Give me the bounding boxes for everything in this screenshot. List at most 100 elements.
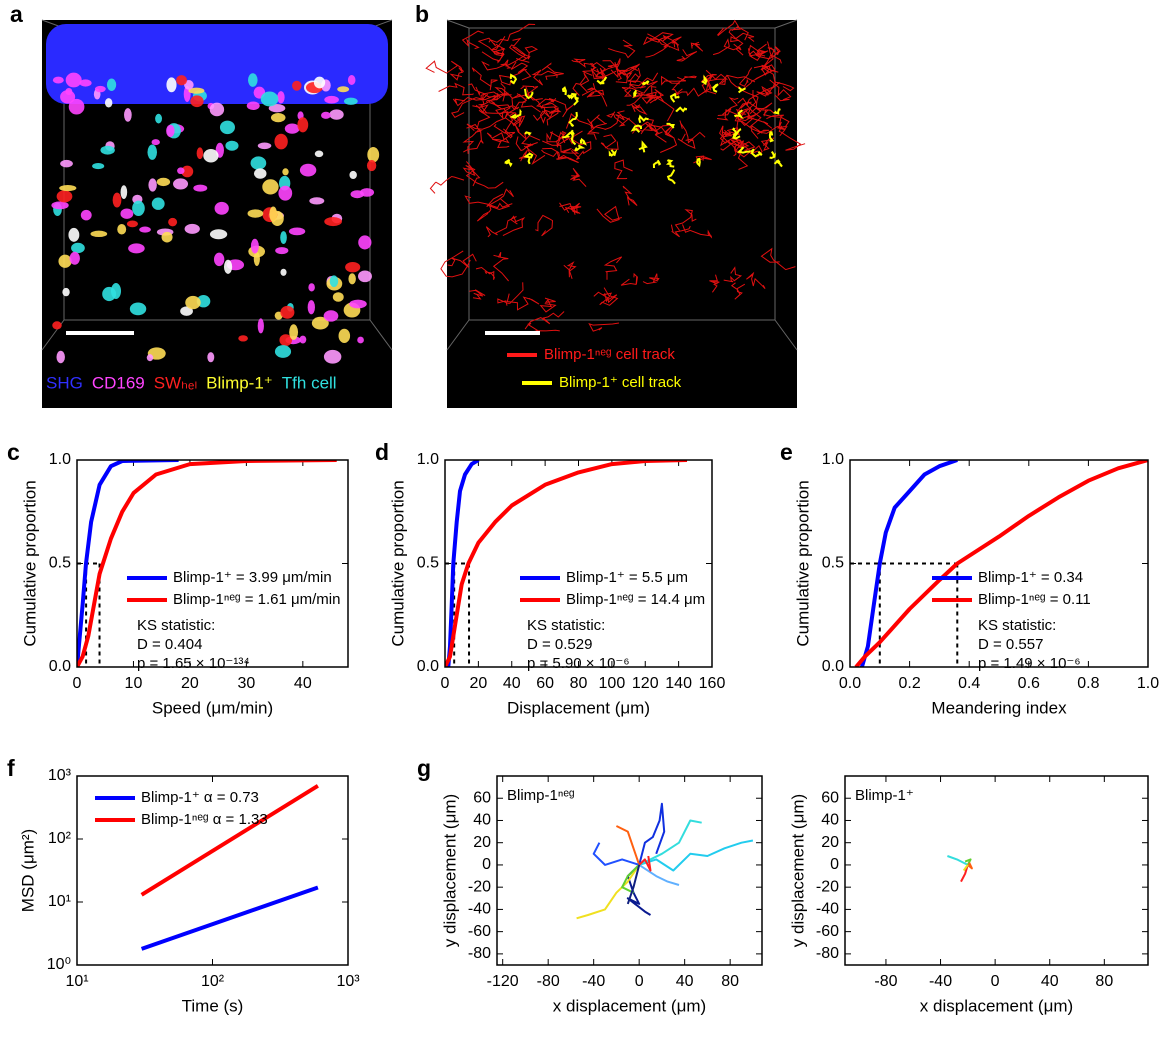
- cell: [253, 168, 267, 179]
- legend-text: SHG: [46, 373, 83, 392]
- x-tick-label: 10³: [336, 973, 360, 990]
- track: [756, 85, 773, 97]
- x-tick-label: -120: [487, 973, 519, 990]
- track: [515, 135, 541, 152]
- cell: [274, 345, 292, 358]
- panel-label: e: [780, 439, 793, 465]
- cell: [181, 165, 194, 178]
- track: [486, 188, 514, 208]
- track: [760, 247, 796, 271]
- track: [472, 104, 491, 128]
- cell: [288, 227, 306, 236]
- cell: [120, 185, 128, 199]
- cell: [350, 190, 364, 199]
- track: [723, 266, 743, 283]
- cell: [60, 159, 73, 168]
- cell: [238, 335, 248, 342]
- inset-label: Blimp-1ⁿᵉᵍ: [507, 787, 575, 804]
- track: [645, 40, 680, 58]
- cell: [80, 209, 92, 221]
- y-tick-label: 60: [473, 789, 491, 806]
- track: [608, 149, 618, 157]
- y-tick-label: 0.5: [417, 555, 439, 572]
- cell: [126, 220, 139, 228]
- cell: [203, 149, 219, 163]
- box-edge: [774, 319, 798, 351]
- x-tick-label: 10¹: [65, 973, 88, 990]
- cell: [59, 185, 77, 192]
- x-tick-label: 140: [665, 675, 692, 692]
- cell: [357, 336, 364, 344]
- cell: [358, 235, 372, 250]
- cell: [129, 302, 147, 316]
- track: [590, 67, 617, 81]
- cell: [173, 178, 189, 190]
- track: [635, 91, 658, 103]
- legend-text: CD169: [92, 373, 145, 392]
- track: [429, 175, 465, 194]
- annotation: p = 1.49 × 10⁻⁶: [978, 655, 1081, 672]
- cell: [177, 167, 185, 175]
- track: [767, 41, 781, 58]
- cell: [269, 206, 278, 222]
- track: [760, 137, 775, 151]
- x-axis-label: Displacement (μm): [507, 698, 650, 717]
- track: [772, 107, 781, 115]
- legend-text: Blimp-1ⁿᵉᵍ α = 1.33: [141, 811, 268, 828]
- cell: [219, 120, 235, 135]
- micrograph-content: [41, 19, 393, 364]
- track: [642, 35, 670, 46]
- track: [606, 111, 630, 127]
- y-tick-label: 20: [821, 834, 839, 851]
- y-tick-label: -80: [816, 945, 839, 962]
- cell: [223, 259, 233, 274]
- track: [737, 86, 774, 106]
- cell: [132, 200, 145, 216]
- cell: [299, 335, 307, 344]
- cell: [332, 292, 344, 302]
- x-tick-label: 0.8: [1077, 675, 1099, 692]
- cell: [58, 254, 72, 268]
- y-axis-label: y displacement (μm): [788, 794, 807, 947]
- track: [738, 67, 753, 87]
- track: [600, 134, 619, 150]
- cell: [68, 227, 80, 242]
- track: [615, 110, 639, 134]
- series-line: [615, 825, 641, 866]
- track: [718, 74, 756, 85]
- axes-frame: [496, 775, 763, 966]
- panel-label: d: [375, 439, 389, 465]
- cell: [128, 243, 145, 254]
- cell: [209, 102, 225, 117]
- y-tick-label: -60: [816, 923, 839, 940]
- y-axis-label: Cumulative proportion: [20, 480, 39, 646]
- track: [614, 159, 633, 180]
- y-tick-label: 10³: [48, 767, 72, 784]
- cell: [68, 98, 85, 115]
- y-tick-label: -40: [816, 901, 839, 918]
- track: [732, 132, 741, 140]
- legend-text: Blimp-1ⁿᵉᵍ = 1.61 μm/min: [173, 591, 340, 608]
- cell: [79, 79, 92, 87]
- track: [701, 75, 713, 94]
- cell: [289, 324, 299, 340]
- cell: [292, 80, 302, 91]
- cell: [324, 216, 342, 227]
- cell: [284, 123, 300, 134]
- legend-text: Blimp-1⁺ = 5.5 μm: [566, 569, 688, 586]
- cell: [347, 75, 356, 85]
- cell: [207, 352, 215, 363]
- y-axis-label: MSD (μm²): [18, 829, 37, 912]
- cell: [348, 273, 356, 285]
- track: [438, 82, 474, 96]
- track: [506, 293, 540, 311]
- x-axis-label: x displacement (μm): [553, 996, 706, 1015]
- track: [548, 98, 574, 118]
- shg-region: [46, 24, 388, 104]
- cell: [56, 350, 65, 364]
- track: [778, 125, 806, 151]
- box-edge: [446, 19, 470, 29]
- track: [712, 38, 742, 56]
- track: [564, 202, 580, 215]
- track: [570, 167, 587, 187]
